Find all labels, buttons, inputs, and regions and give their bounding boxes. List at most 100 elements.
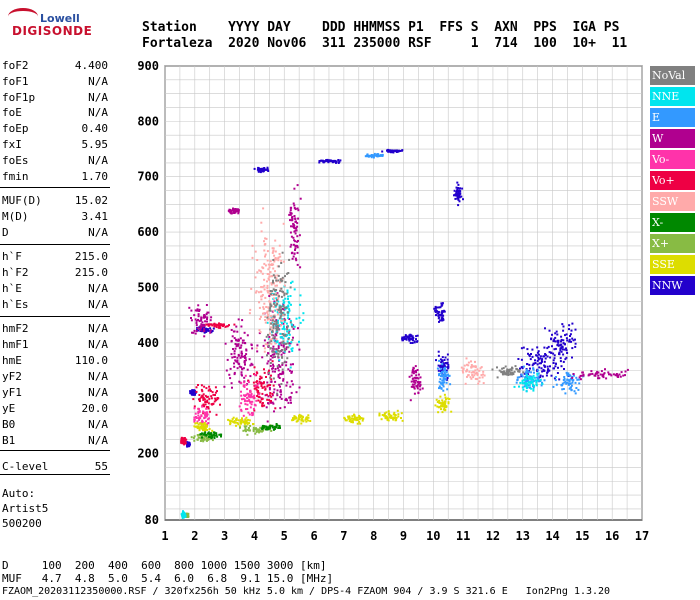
data-point (244, 374, 247, 377)
data-point (242, 414, 245, 417)
data-point (199, 397, 201, 400)
data-point (268, 338, 271, 341)
data-point (280, 295, 283, 298)
data-point (248, 399, 250, 402)
data-point (543, 346, 546, 349)
data-point (369, 154, 372, 157)
data-point (356, 422, 359, 425)
data-point (215, 326, 218, 328)
data-point (289, 245, 292, 248)
data-point (291, 339, 294, 341)
data-point (269, 347, 272, 350)
data-point (275, 297, 278, 300)
data-point (280, 397, 283, 400)
data-point (255, 371, 258, 374)
data-point (205, 406, 208, 408)
logo-swoosh (8, 8, 38, 25)
data-point (202, 398, 205, 401)
data-point (438, 313, 441, 316)
data-point (541, 381, 543, 384)
data-point (293, 224, 296, 227)
data-point (201, 422, 204, 425)
data-point (297, 217, 300, 220)
separator-line (0, 474, 110, 475)
data-point (541, 370, 544, 373)
data-point (444, 369, 447, 372)
data-point (478, 380, 481, 383)
param-row: foEs N/A (2, 154, 108, 168)
data-point (276, 367, 279, 370)
data-point (294, 249, 296, 251)
data-point (287, 314, 289, 317)
data-point (193, 314, 196, 317)
data-point (285, 292, 288, 295)
data-point (239, 356, 242, 359)
header-labels: Station YYYY DAY DDD HHMMSS P1 FFS S AXN… (142, 20, 620, 35)
data-point (200, 330, 203, 333)
data-point (226, 358, 229, 361)
data-point (264, 296, 267, 299)
data-point (282, 322, 285, 325)
data-point (287, 295, 290, 298)
data-point (240, 409, 243, 412)
data-point (510, 373, 513, 376)
data-point (383, 412, 386, 415)
data-point (273, 353, 276, 356)
data-point (349, 418, 352, 421)
data-point (566, 339, 569, 342)
data-point (264, 253, 267, 256)
data-point (261, 356, 264, 359)
data-point (255, 399, 258, 402)
x-tick-label: 3 (221, 529, 228, 543)
data-point (209, 331, 212, 334)
data-point (442, 378, 445, 380)
data-point (588, 373, 591, 376)
data-point (200, 396, 203, 399)
data-point (219, 403, 221, 406)
data-point (214, 397, 217, 400)
data-point (279, 385, 281, 388)
data-point (266, 362, 269, 365)
data-point (289, 213, 292, 216)
data-point (235, 209, 238, 212)
data-point (276, 284, 278, 287)
data-point (258, 393, 261, 396)
data-point (579, 374, 582, 377)
data-point (277, 347, 280, 349)
data-point (546, 347, 549, 350)
data-point (296, 235, 299, 238)
data-point (190, 319, 193, 322)
data-point (504, 372, 507, 375)
data-point (272, 259, 275, 261)
data-point (268, 278, 271, 281)
data-point (291, 370, 293, 373)
data-point (289, 363, 292, 366)
data-point (438, 374, 440, 377)
data-point (564, 358, 567, 361)
data-point (249, 390, 252, 393)
data-point (190, 392, 193, 395)
legend-item: SSW (650, 192, 695, 211)
data-point (245, 416, 248, 419)
data-point (568, 324, 571, 327)
data-point (435, 309, 438, 312)
data-point (443, 400, 446, 403)
data-point (530, 371, 533, 374)
data-point (237, 362, 240, 365)
data-point (263, 312, 266, 315)
data-point (279, 315, 282, 318)
data-point (246, 408, 249, 410)
data-point (563, 376, 566, 378)
data-point (254, 428, 256, 430)
data-point (282, 303, 285, 306)
data-point (416, 334, 419, 337)
data-point (523, 382, 526, 385)
data-point (267, 263, 270, 266)
data-point (557, 339, 560, 342)
data-point (347, 417, 350, 419)
data-point (284, 319, 287, 321)
data-point (531, 355, 534, 358)
data-point (553, 338, 556, 341)
data-point (400, 417, 402, 419)
data-point (269, 293, 272, 296)
